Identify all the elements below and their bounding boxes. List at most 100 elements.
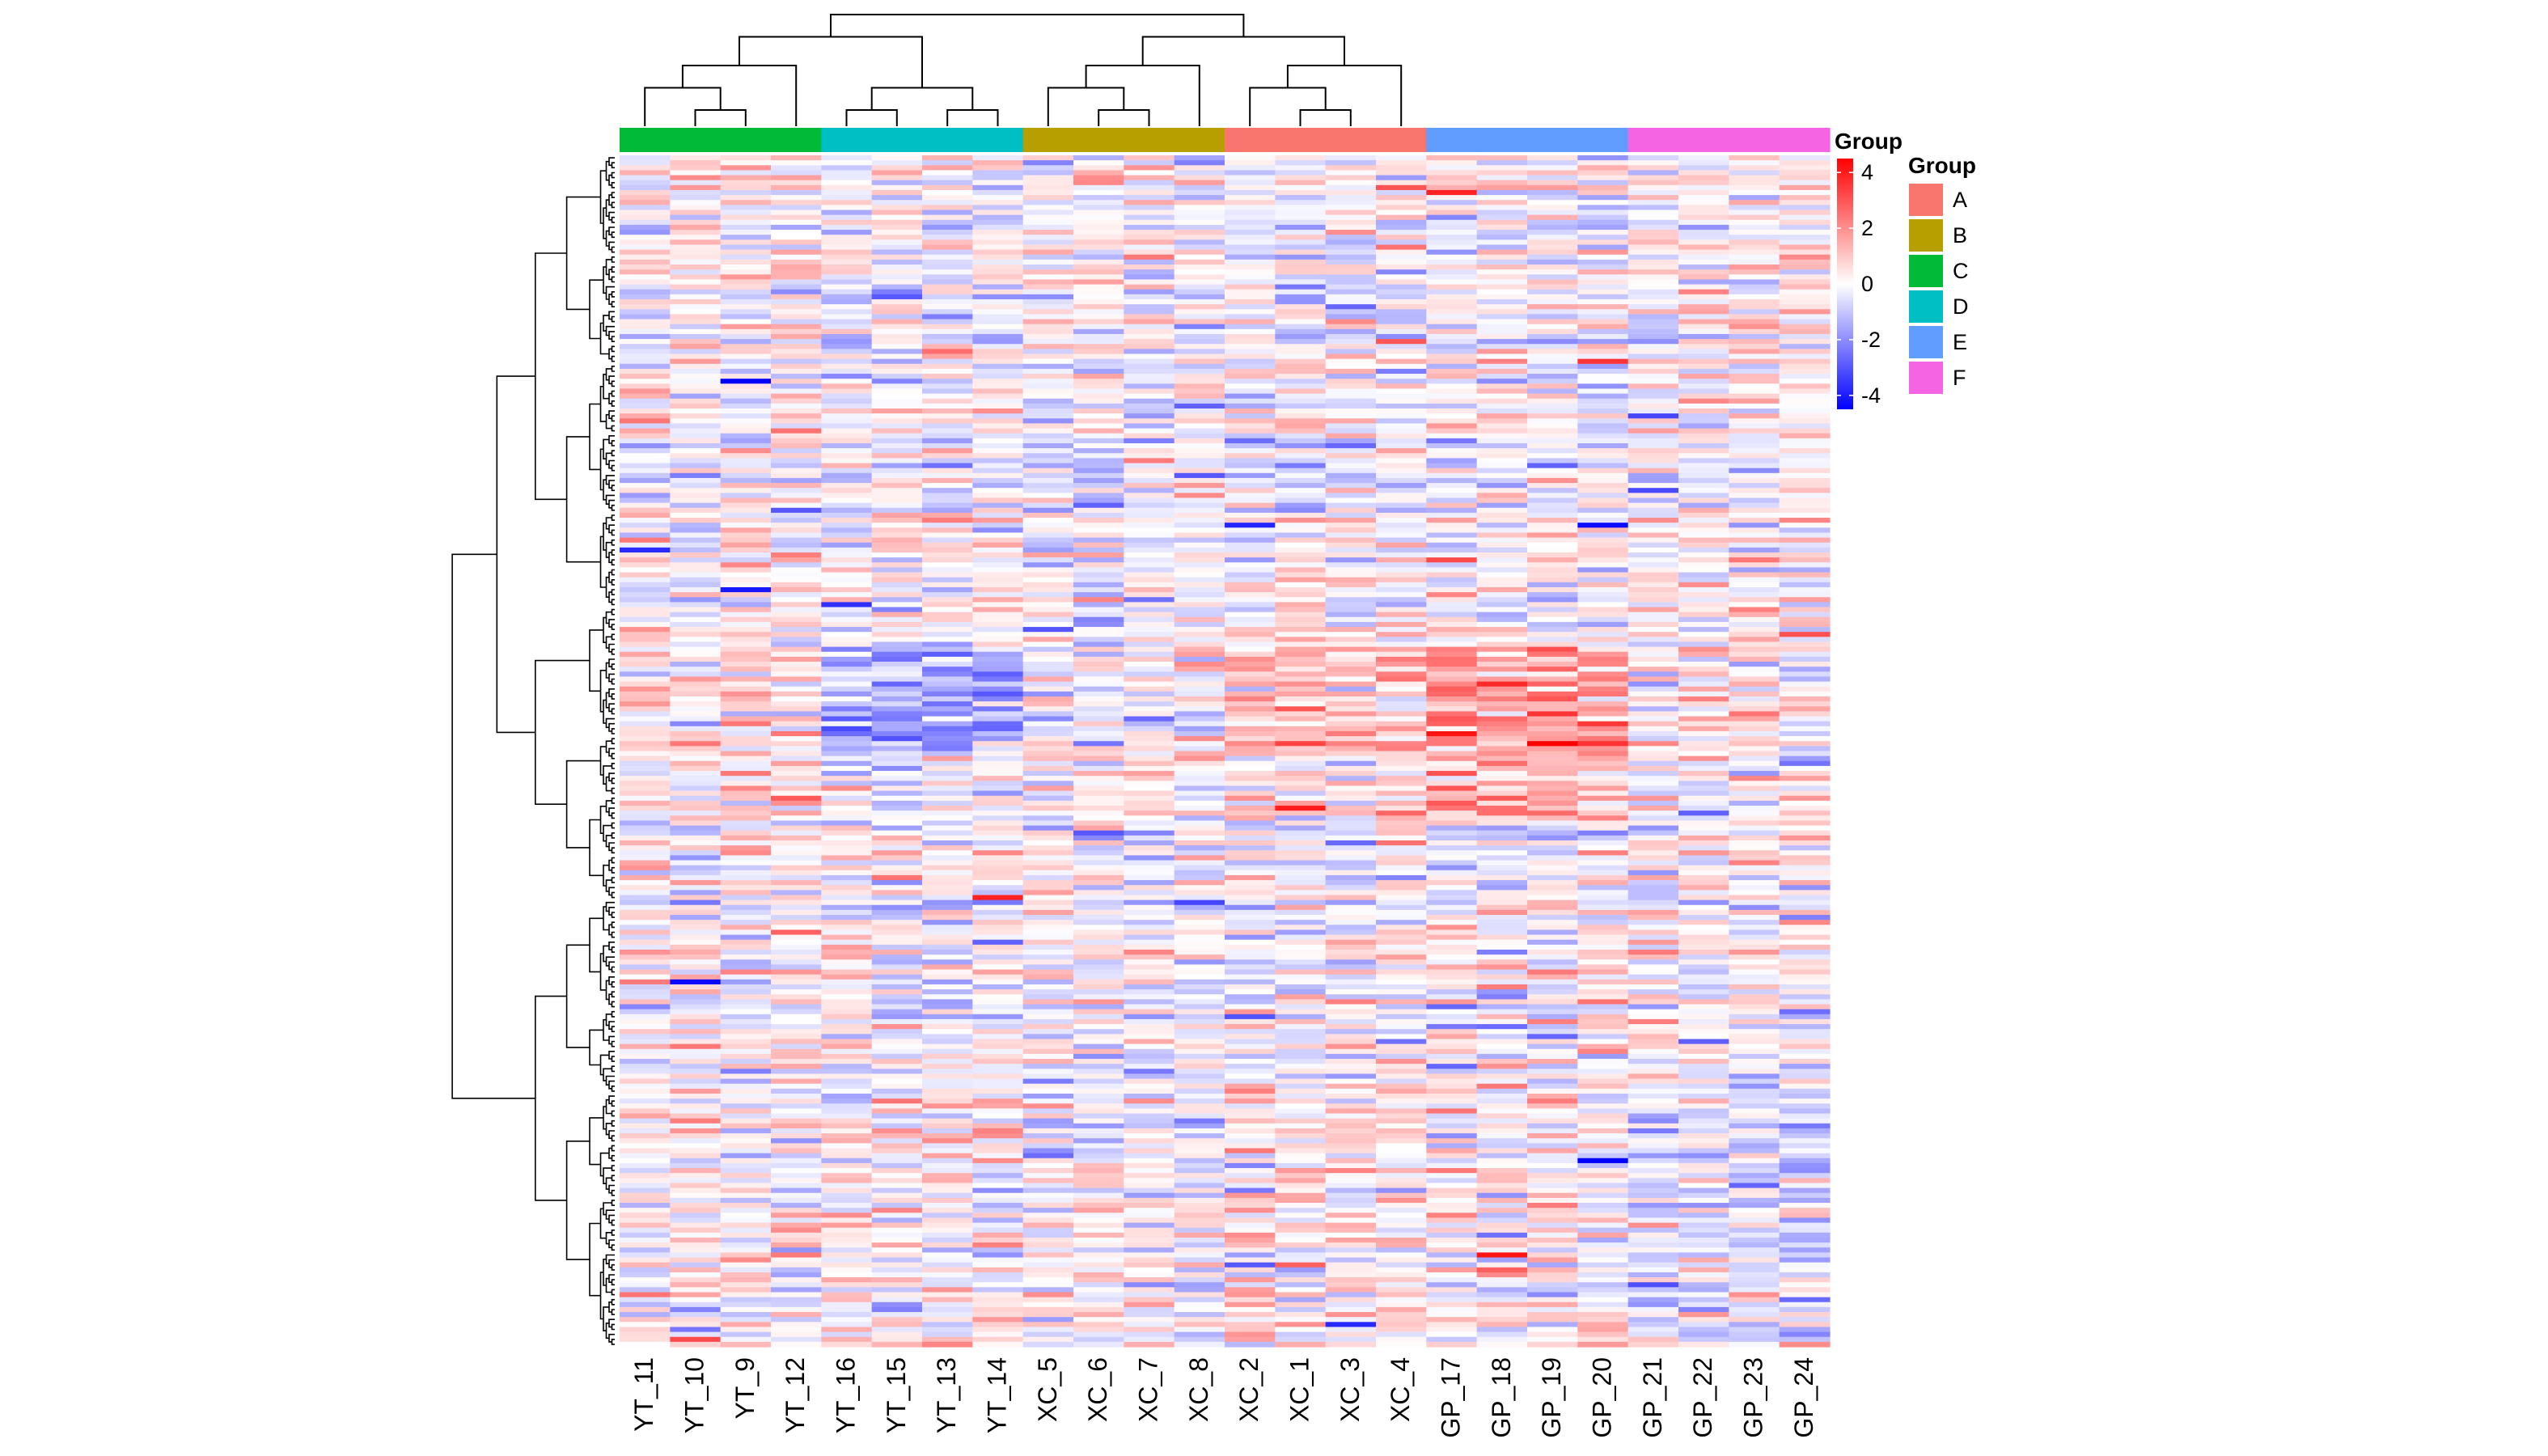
- heatmap-cell: [821, 269, 873, 275]
- heatmap-cell: [1678, 597, 1729, 603]
- heatmap-cell: [1124, 979, 1175, 985]
- heatmap-cell: [1073, 602, 1124, 608]
- heatmap-cell: [1627, 328, 1679, 335]
- heatmap-cell: [1073, 662, 1124, 667]
- heatmap-cell: [1225, 214, 1276, 221]
- heatmap-cell: [922, 950, 973, 955]
- heatmap-cell: [1476, 438, 1528, 444]
- heatmap-cell: [620, 641, 671, 648]
- heatmap-cell: [670, 806, 722, 811]
- heatmap-cell: [1729, 557, 1780, 563]
- heatmap-cell: [771, 1024, 822, 1030]
- heatmap-cell: [1527, 989, 1578, 995]
- heatmap-cell: [1577, 497, 1629, 504]
- heatmap-cell: [1627, 542, 1679, 548]
- heatmap-cell: [922, 830, 973, 836]
- heatmap-cell: [771, 230, 822, 235]
- heatmap-cell: [670, 959, 722, 966]
- heatmap-cell: [972, 830, 1024, 836]
- heatmap-cell: [1426, 552, 1478, 558]
- heatmap-cell: [922, 771, 973, 777]
- heatmap-cell: [1174, 249, 1225, 256]
- dendrogram-branch: [451, 553, 535, 1099]
- heatmap-cell: [720, 776, 772, 781]
- heatmap-cell: [720, 1073, 772, 1080]
- heatmap-cell: [871, 651, 923, 658]
- heatmap-cell: [1476, 696, 1528, 702]
- heatmap-cell: [1476, 472, 1528, 479]
- heatmap-cell: [1476, 785, 1528, 792]
- heatmap-cell: [1073, 607, 1124, 613]
- heatmap-cell: [972, 850, 1024, 856]
- heatmap-cell: [670, 721, 722, 727]
- heatmap-cell: [1729, 214, 1780, 221]
- heatmap-cell: [1627, 527, 1679, 534]
- heatmap-cell: [670, 557, 722, 563]
- heatmap-cell: [670, 1083, 722, 1090]
- heatmap-cell: [1779, 1118, 1831, 1124]
- annotation-cell: [1022, 128, 1074, 152]
- heatmap-cell: [1678, 393, 1729, 400]
- heatmap-cell: [1124, 458, 1175, 464]
- heatmap-cell: [1577, 160, 1629, 166]
- heatmap-cell: [720, 374, 772, 379]
- heatmap-cell: [720, 616, 772, 623]
- heatmap-cell: [1678, 1113, 1729, 1120]
- heatmap-cell: [1476, 815, 1528, 822]
- heatmap-cell: [821, 488, 873, 493]
- heatmap-cell: [1174, 785, 1225, 792]
- heatmap-cell: [1476, 870, 1528, 876]
- heatmap-cell: [1325, 855, 1377, 861]
- heatmap-cell: [1729, 224, 1780, 231]
- heatmap-cell: [1124, 632, 1175, 637]
- heatmap-cell: [1174, 230, 1225, 235]
- heatmap-cell: [821, 572, 873, 578]
- heatmap-cell: [1577, 880, 1629, 886]
- heatmap-cell: [1325, 1043, 1377, 1050]
- heatmap-cell: [1073, 1113, 1124, 1120]
- heatmap-cell: [1678, 383, 1729, 390]
- heatmap-cell: [922, 239, 973, 246]
- heatmap-cell: [1124, 850, 1175, 856]
- heatmap-cell: [1275, 880, 1327, 886]
- heatmap-cell: [1426, 1098, 1478, 1104]
- heatmap-cell: [670, 274, 722, 281]
- heatmap-cell: [1678, 155, 1729, 161]
- heatmap-cell: [670, 230, 722, 235]
- dendrogram-branch: [611, 1026, 615, 1033]
- heatmap-cell: [720, 547, 772, 553]
- heatmap-cell: [1678, 616, 1729, 623]
- heatmap-cell: [1527, 353, 1578, 360]
- heatmap-cell: [1073, 706, 1124, 712]
- heatmap-cell: [670, 885, 722, 891]
- heatmap-cell: [1124, 254, 1175, 260]
- heatmap-cell: [1073, 274, 1124, 281]
- heatmap-cell: [620, 328, 671, 335]
- heatmap-cell: [821, 621, 873, 628]
- heatmap-cell: [871, 349, 923, 355]
- heatmap-cell: [1476, 1113, 1528, 1120]
- heatmap-cell: [1124, 214, 1175, 221]
- heatmap-cell: [670, 765, 722, 772]
- heatmap-cell: [1275, 726, 1327, 732]
- heatmap-cell: [670, 572, 722, 578]
- heatmap-cell: [1527, 279, 1578, 286]
- heatmap-cell: [1174, 442, 1225, 449]
- heatmap-cell: [1275, 860, 1327, 866]
- heatmap-cell: [1678, 244, 1729, 251]
- heatmap-cell: [922, 855, 973, 861]
- heatmap-cell: [1325, 170, 1377, 176]
- heatmap-cell: [1729, 210, 1780, 216]
- heatmap-cell: [1275, 353, 1327, 360]
- heatmap-cell: [871, 954, 923, 960]
- heatmap-cell: [1325, 811, 1377, 816]
- heatmap-cell: [620, 815, 671, 822]
- heatmap-cell: [1779, 433, 1831, 439]
- heatmap-cell: [1376, 328, 1427, 335]
- heatmap-cell: [821, 1093, 873, 1099]
- heatmap-cell: [871, 453, 923, 459]
- heatmap-cell: [1577, 716, 1629, 722]
- heatmap-cell: [1275, 845, 1327, 851]
- heatmap-cell: [1022, 929, 1074, 936]
- heatmap-cell: [821, 239, 873, 246]
